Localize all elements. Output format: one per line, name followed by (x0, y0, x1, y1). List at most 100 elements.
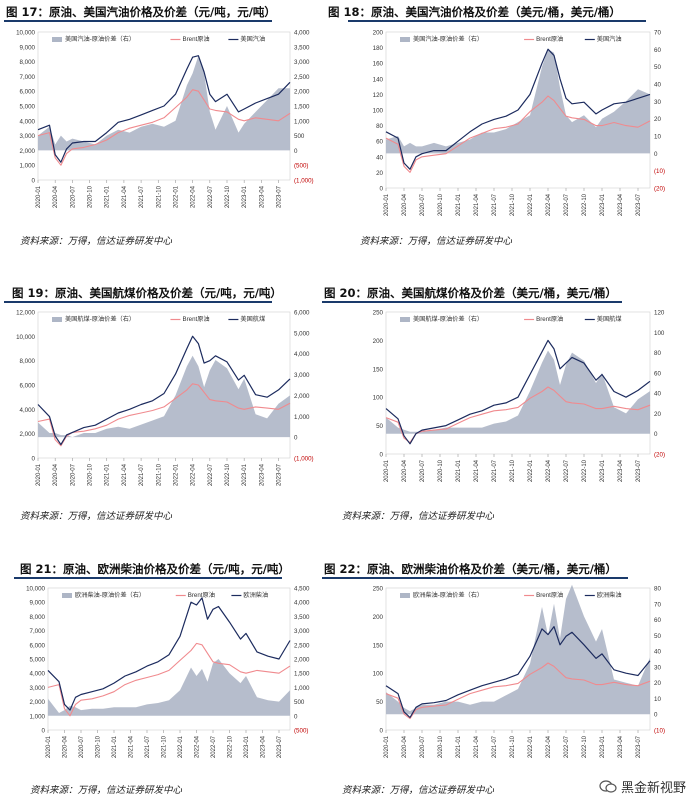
x-tick-label: 2021-07 (492, 735, 498, 758)
y-tick-label-right: 1,500 (294, 671, 310, 678)
y-tick-label-left: 50 (376, 423, 383, 430)
x-tick-label: 2023-01 (242, 185, 248, 208)
y-tick-label-right: 60 (654, 47, 661, 54)
x-tick-label: 2022-07 (208, 463, 214, 486)
x-tick-label: 2021-10 (510, 735, 516, 758)
y-tick-label-right: (1,000) (294, 178, 314, 185)
y-tick-label-left: 80 (376, 123, 383, 130)
x-tick-label: 2022-10 (225, 185, 231, 208)
y-tick-label-left: 3,000 (20, 133, 36, 140)
y-tick-label-right: 6,000 (294, 310, 310, 317)
x-tick-label: 2022-07 (208, 185, 214, 208)
x-tick-label: 2023-07 (277, 735, 283, 758)
y-tick-label-right: 0 (294, 713, 298, 720)
x-tick-label: 2021-04 (129, 735, 135, 758)
legend-label-brent: Brent原油 (536, 591, 563, 599)
x-tick-label: 2020-04 (402, 735, 408, 758)
y-tick-label-left: 250 (373, 586, 384, 593)
brent-line (47, 642, 291, 717)
x-tick-label: 2020-07 (79, 735, 85, 758)
spread-area (38, 355, 290, 438)
legend-label-product: 欧洲柴油 (597, 591, 622, 599)
y-tick-label-right: 2,500 (294, 74, 310, 81)
y-tick-label-left: 2,000 (20, 148, 36, 155)
y-tick-label-right: 70 (654, 601, 661, 608)
x-tick-label: 2020-07 (420, 193, 426, 216)
y-tick-label-left: 0 (380, 728, 384, 735)
y-tick-label-left: 100 (373, 671, 384, 678)
x-tick-label: 2023-04 (259, 463, 265, 486)
watermark: 黑金新视野 (599, 777, 686, 796)
y-tick-label-right: 2,000 (294, 89, 310, 96)
y-tick-label-right: 40 (654, 82, 661, 89)
x-tick-label: 2023-07 (277, 185, 283, 208)
x-tick-label: 2023-07 (277, 463, 283, 486)
product-line (37, 335, 291, 446)
x-tick-label: 2022-04 (546, 735, 552, 758)
y-tick-label-right: 500 (294, 133, 305, 140)
x-tick-label: 2023-04 (618, 193, 624, 216)
y-tick-label-left: 3,000 (30, 685, 46, 692)
product-line (37, 55, 291, 163)
x-tick-label: 2023-04 (618, 459, 624, 482)
y-tick-label-right: 40 (654, 649, 661, 656)
source-note: 资料来源：万得，信达证券研发中心 (342, 785, 495, 796)
y-tick-label-right: 2,000 (294, 393, 310, 400)
legend-label-spread: 欧洲柴油-原油价差（右） (413, 591, 483, 599)
legend-swatch-spread (400, 593, 410, 598)
x-tick-label: 2021-07 (139, 185, 145, 208)
x-tick-label: 2021-04 (122, 463, 128, 486)
legend-label-brent: Brent原油 (536, 35, 563, 43)
x-tick-label: 2020-01 (384, 735, 390, 758)
y-tick-label-right: 30 (654, 99, 661, 106)
x-tick-label: 2020-10 (438, 193, 444, 216)
y-tick-label-right: 3,000 (294, 628, 310, 635)
y-tick-label-left: 1,000 (30, 713, 46, 720)
x-tick-label: 2020-01 (46, 735, 52, 758)
x-tick-label: 2021-10 (510, 193, 516, 216)
y-tick-label-right: 3,500 (294, 614, 310, 621)
y-tick-label-left: 4,000 (30, 671, 46, 678)
x-tick-label: 2020-10 (88, 463, 94, 486)
x-tick-label: 2023-01 (600, 735, 606, 758)
x-tick-label: 2021-01 (105, 463, 111, 486)
x-tick-label: 2022-01 (173, 463, 179, 486)
legend-label-product: 美国汽油 (240, 35, 265, 43)
y-tick-label-left: 9,000 (30, 600, 46, 607)
y-tick-label-right: (10) (654, 728, 665, 735)
x-tick-label: 2022-10 (225, 463, 231, 486)
y-tick-label-right: 1,500 (294, 104, 310, 111)
y-tick-label-right: 0 (654, 151, 658, 158)
y-tick-label-right: 20 (654, 116, 661, 123)
x-tick-label: 2021-01 (456, 735, 462, 758)
x-tick-label: 2023-01 (600, 193, 606, 216)
brent-line (37, 89, 291, 166)
source-note: 资料来源：万得，信达证券研发中心 (360, 236, 513, 247)
spread-area (386, 350, 650, 434)
x-tick-label: 2022-01 (528, 735, 534, 758)
y-tick-label-left: 12,000 (16, 310, 35, 317)
y-tick-label-right: (10) (654, 168, 665, 175)
x-tick-label: 2021-01 (456, 193, 462, 216)
spread-area (48, 659, 290, 716)
x-tick-label: 2021-01 (105, 185, 111, 208)
y-tick-label-right: 60 (654, 370, 661, 377)
y-tick-label-right: 100 (654, 330, 665, 337)
y-tick-label-left: 0 (380, 452, 384, 459)
y-tick-label-left: 5,000 (20, 104, 36, 111)
x-tick-label: 2021-10 (156, 185, 162, 208)
y-tick-label-right: 0 (294, 148, 298, 155)
y-tick-label-right: 3,000 (294, 372, 310, 379)
figure-title-underline (4, 20, 272, 22)
y-tick-label-right: 10 (654, 134, 661, 141)
y-tick-label-left: 7,000 (30, 628, 46, 635)
x-tick-label: 2020-04 (53, 185, 59, 208)
plot-frame (385, 311, 651, 455)
y-tick-label-right: 4,000 (294, 600, 310, 607)
x-tick-label: 2020-01 (384, 459, 390, 482)
y-tick-label-left: 6,000 (20, 89, 36, 96)
y-tick-label-left: 2,000 (20, 431, 36, 438)
legend-label-spread: 美国航煤-原油价差（右） (413, 315, 483, 323)
legend-label-brent: Brent原油 (188, 591, 215, 599)
x-tick-label: 2021-10 (162, 735, 168, 758)
